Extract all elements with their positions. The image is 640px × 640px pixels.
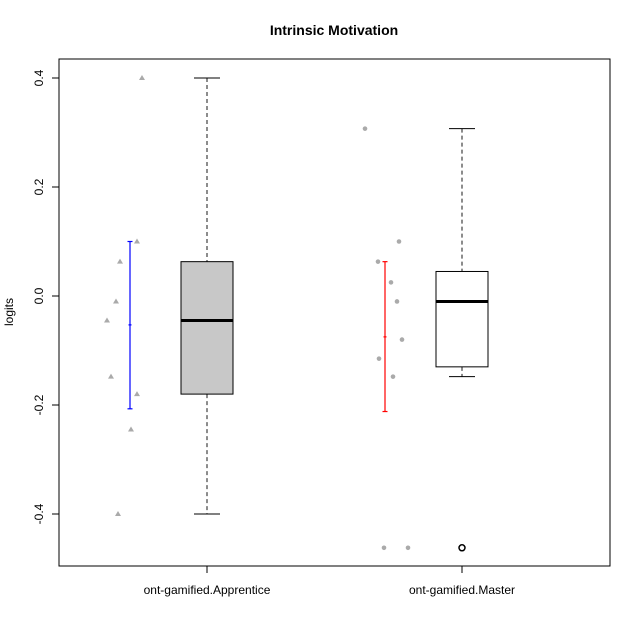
circle-point	[375, 259, 381, 264]
circle-point	[388, 280, 394, 285]
triangle-point	[128, 426, 134, 432]
raw-points-series	[362, 126, 411, 551]
circle-point	[381, 545, 387, 551]
circle-point	[399, 337, 405, 342]
plot-area-frame	[58, 58, 611, 567]
circle-point	[390, 374, 396, 379]
triangle-point	[104, 317, 110, 323]
box-group	[435, 128, 489, 552]
circle-point	[394, 299, 400, 304]
y-tick-label: -0.2	[32, 394, 46, 415]
chart-title: Intrinsic Motivation	[270, 22, 398, 38]
y-axis: -0.4 -0.2 0.0 0.2 0.4	[32, 69, 59, 524]
triangle-point	[134, 391, 140, 397]
x-tick-label: ont-gamified.Master	[409, 583, 515, 597]
y-tick-label: -0.4	[32, 503, 46, 524]
y-tick-label: 0.4	[32, 69, 46, 86]
triangle-point	[108, 373, 114, 379]
box-iqr	[180, 261, 234, 395]
circle-point	[405, 545, 411, 551]
raw-points-series	[104, 75, 145, 516]
x-tick-label: ont-gamified.Apprentice	[144, 583, 271, 597]
box-iqr	[435, 270, 489, 368]
triangle-point	[117, 258, 123, 264]
error-bar	[382, 261, 388, 413]
circle-point	[362, 126, 368, 131]
error-bar	[127, 240, 133, 410]
outlier-point	[458, 544, 466, 552]
x-axis: ont-gamified.Apprentice ont-gamified.Mast…	[144, 566, 515, 597]
triangle-point	[113, 298, 119, 304]
triangle-point	[134, 238, 140, 244]
y-axis-label: logits	[2, 298, 16, 326]
y-tick-label: 0.0	[32, 287, 46, 304]
triangle-point	[115, 511, 121, 516]
y-tick-label: 0.2	[32, 178, 46, 195]
circle-point	[376, 356, 382, 361]
box-group	[180, 77, 234, 515]
series-layer	[104, 75, 489, 552]
triangle-point	[139, 75, 145, 80]
circle-point	[396, 239, 402, 244]
